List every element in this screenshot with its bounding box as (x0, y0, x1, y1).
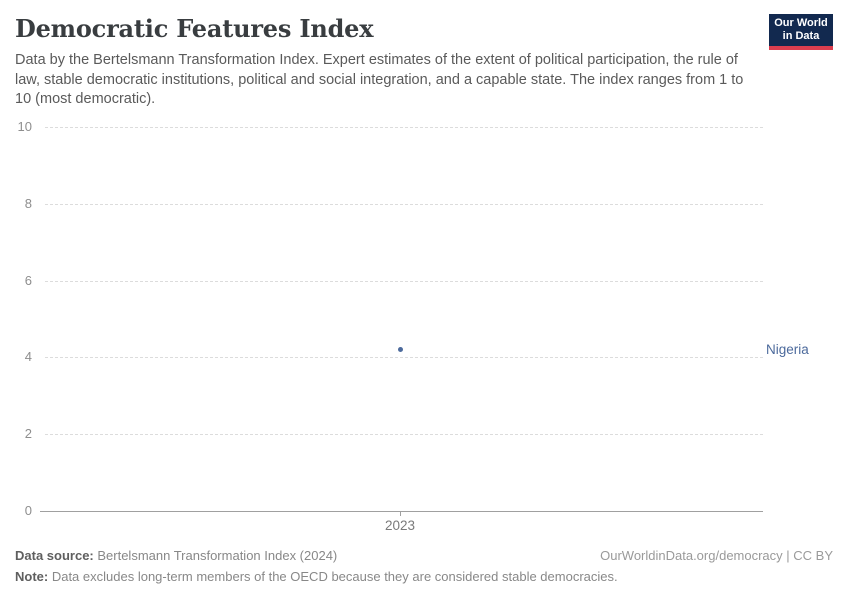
data-source-label: Data source: (15, 548, 94, 563)
page-title: Democratic Features Index (15, 14, 374, 43)
note-line: Note: Data excludes long-term members of… (15, 569, 618, 584)
data-source-text: Bertelsmann Transformation Index (2024) (93, 548, 338, 563)
gridline (45, 280, 763, 282)
owid-logo[interactable]: Our World in Data (769, 14, 833, 50)
entity-label-nigeria[interactable]: Nigeria (766, 341, 809, 357)
y-axis-tick-label: 4 (24, 349, 32, 365)
x-axis-tick (400, 511, 401, 516)
y-axis-tick-label: 0 (24, 503, 32, 518)
data-source-line: Data source: Bertelsmann Transformation … (15, 548, 337, 563)
y-axis-tick-label: 8 (24, 195, 32, 211)
gridline (45, 434, 763, 436)
note-text: Data excludes long-term members of the O… (48, 569, 618, 584)
y-axis-tick-label: 10 (17, 119, 32, 134)
owid-url-license[interactable]: OurWorldinData.org/democracy | CC BY (600, 548, 833, 563)
note-label: Note: (15, 569, 49, 584)
data-point-nigeria[interactable] (397, 347, 403, 353)
owid-logo-line2: in Data (782, 30, 820, 42)
gridline (45, 203, 763, 205)
gridline (45, 357, 763, 359)
x-axis-line (40, 511, 763, 512)
y-axis-tick-label: 2 (24, 426, 32, 442)
owid-logo-line1: Our World (774, 17, 828, 29)
x-axis-tick-label: 2023 (384, 518, 416, 533)
gridline (45, 127, 763, 128)
chart-subtitle: Data by the Bertelsmann Transformation I… (15, 52, 744, 107)
y-axis-tick-label: 6 (24, 272, 32, 288)
